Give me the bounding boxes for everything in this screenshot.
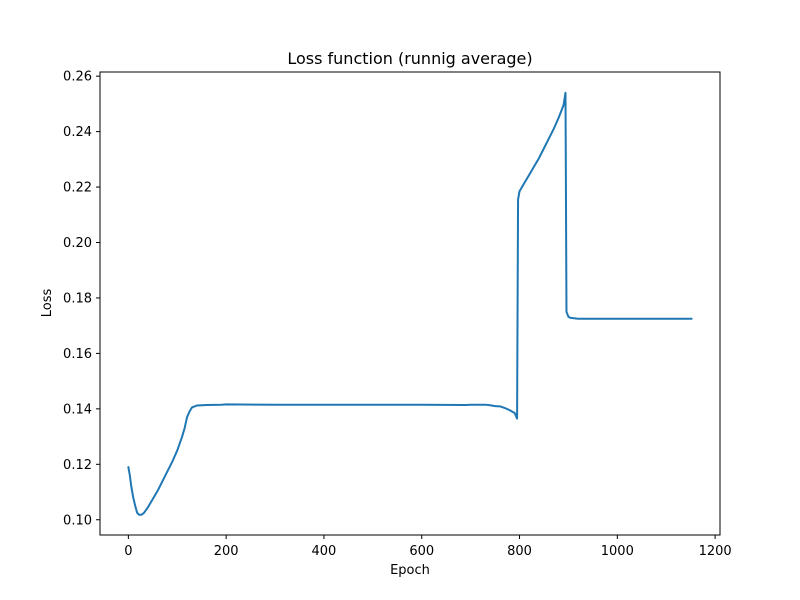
y-tick-label: 0.14 <box>63 402 92 417</box>
x-tick-label: 0 <box>124 544 132 559</box>
y-tick-label: 0.10 <box>63 513 92 528</box>
y-tick-label: 0.18 <box>63 291 92 306</box>
plot-frame <box>99 71 721 536</box>
y-tick-label: 0.20 <box>63 236 92 251</box>
x-tick-label: 600 <box>409 544 434 559</box>
chart-title: Loss function (runnig average) <box>287 49 532 68</box>
y-axis-label: Loss <box>40 289 55 318</box>
y-tick-label: 0.22 <box>63 181 92 196</box>
x-axis-label: Epoch <box>390 563 430 578</box>
x-tick-label: 1000 <box>601 544 634 559</box>
x-tick-label: 200 <box>214 544 239 559</box>
loss-series-line <box>127 91 693 516</box>
x-axis-ticks: 0 200 400 600 800 1000 1200 <box>124 535 732 559</box>
x-tick-label: 1200 <box>699 544 732 559</box>
y-axis-ticks: 0.10 0.12 0.14 0.16 0.18 0.20 0.22 0.24 0.26 <box>63 70 100 528</box>
x-tick-label: 800 <box>507 544 532 559</box>
y-tick-label: 0.12 <box>63 458 92 473</box>
series-layer <box>127 91 693 516</box>
y-tick-label: 0.26 <box>63 70 92 85</box>
plot-area <box>100 72 720 535</box>
y-tick-label: 0.16 <box>63 347 92 362</box>
y-tick-label: 0.24 <box>63 125 92 140</box>
x-tick-label: 400 <box>312 544 337 559</box>
